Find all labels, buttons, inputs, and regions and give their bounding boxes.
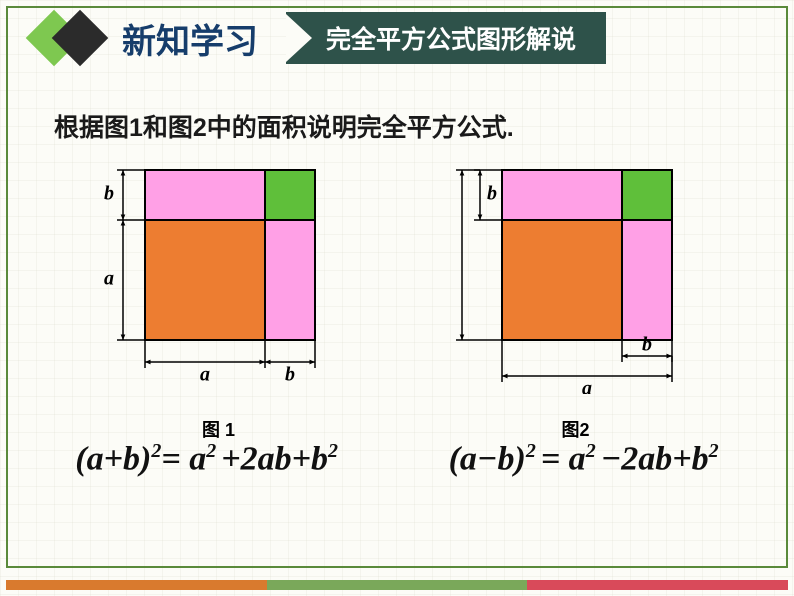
formula-1: (a+b)2= a2 +2ab+b2	[75, 440, 338, 478]
figure-1-svg: b a a b	[99, 162, 339, 394]
slide-subtitle: 完全平方公式图形解说	[286, 12, 606, 64]
svg-text:a: a	[104, 268, 114, 290]
svg-text:a: a	[582, 378, 592, 394]
figure-2-caption: 图2	[561, 416, 589, 442]
figure-1-caption: 图 1	[202, 416, 235, 442]
diagram-2: baba 图2	[456, 162, 696, 442]
svg-text:b: b	[487, 183, 497, 205]
footer-stripe-1	[6, 580, 267, 590]
instruction-text: 根据图1和图2中的面积说明完全平方公式.	[54, 108, 514, 144]
footer-stripe-3	[527, 580, 788, 590]
header: 新知学习 完全平方公式图形解说	[6, 8, 788, 68]
footer-bar	[6, 580, 788, 590]
formula-row: (a+b)2= a2 +2ab+b2 (a−b)2 = a2 −2ab+b2	[0, 440, 794, 478]
footer-stripe-2	[267, 580, 528, 590]
logo-diamonds	[6, 8, 116, 68]
svg-text:a: a	[200, 364, 210, 386]
arrow-notch-icon	[286, 14, 312, 62]
figure-2-svg: baba	[456, 162, 696, 394]
diagram-row: b a a b 图 1 b a b a 图2	[0, 162, 794, 442]
svg-text:b: b	[285, 364, 295, 386]
diagram-1: b a a b 图 1	[99, 162, 339, 442]
svg-text:b: b	[642, 334, 652, 356]
svg-text:b: b	[104, 183, 114, 205]
formula-2: (a−b)2 = a2 −2ab+b2	[449, 440, 719, 478]
subtitle-container: 完全平方公式图形解说	[286, 14, 606, 62]
slide-title: 新知学习	[122, 14, 258, 63]
